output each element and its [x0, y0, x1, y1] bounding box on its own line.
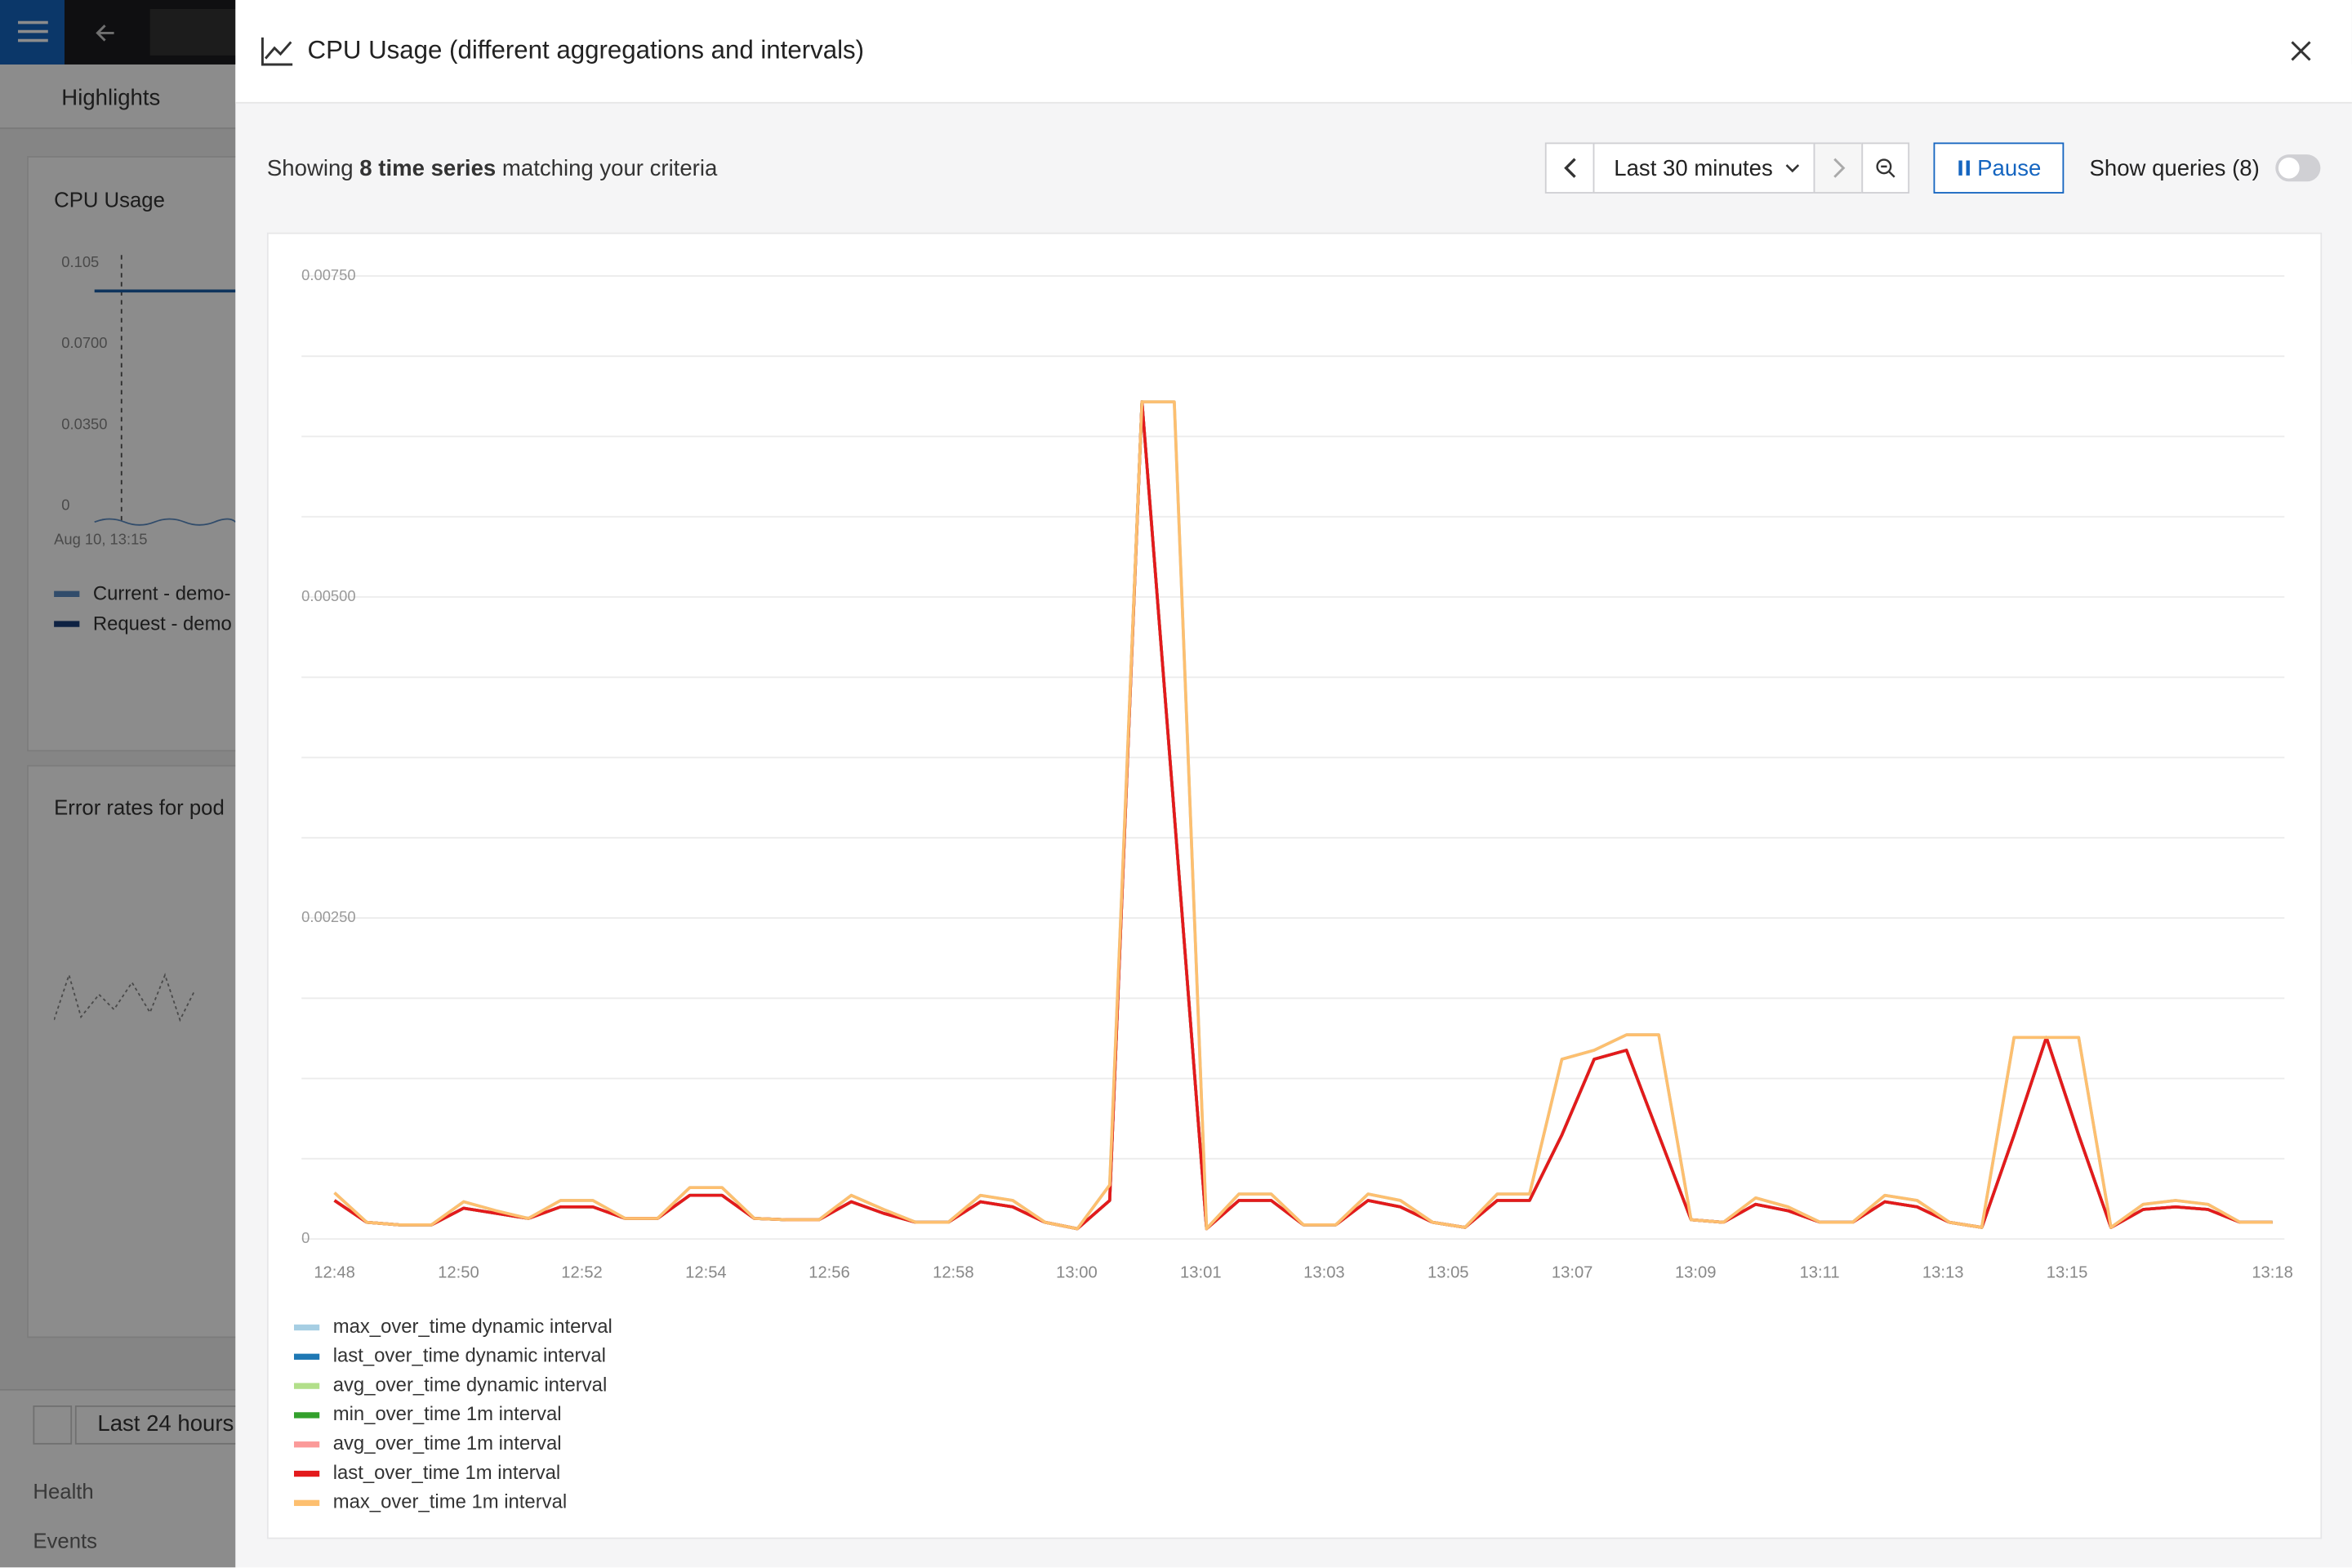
x-tick-label: 13:07 — [1552, 1264, 1593, 1282]
modal: CPU Usage (different aggregations and in… — [235, 0, 2352, 1568]
modal-title: CPU Usage (different aggregations and in… — [307, 36, 865, 65]
pause-label: Pause — [1977, 155, 2042, 181]
tick: 0.105 — [61, 255, 100, 272]
app-tab[interactable] — [149, 9, 240, 56]
x-tick-label: 12:58 — [933, 1264, 974, 1282]
x-tick-label: 12:56 — [808, 1264, 850, 1282]
summary-prefix: Showing — [266, 156, 354, 182]
legend-swatch — [293, 1324, 320, 1331]
x-tick-label: 13:00 — [1056, 1264, 1098, 1282]
legend-label: avg_over_time 1m interval — [333, 1432, 562, 1454]
mini-chart — [54, 972, 196, 1022]
x-tick-label: 13:03 — [1303, 1264, 1345, 1282]
prev-button[interactable] — [33, 1405, 73, 1445]
legend-label: avg_over_time dynamic interval — [333, 1374, 608, 1396]
back-icon[interactable] — [90, 18, 120, 48]
x-tick-label: 13:09 — [1675, 1264, 1717, 1282]
x-tick-label: 12:52 — [561, 1264, 603, 1282]
x-tick-label: 13:18 — [2252, 1264, 2293, 1282]
series-line — [333, 400, 2273, 1231]
footer — [0, 1388, 236, 1568]
summary-suffix: matching your criteria — [501, 156, 718, 182]
legend-swatch — [54, 621, 80, 627]
x-tick-label: 12:50 — [438, 1264, 479, 1282]
card-title: Error rates for pod — [54, 795, 225, 819]
show-queries-label: Show queries (8) — [2089, 156, 2260, 182]
pause-button[interactable]: Pause — [1933, 142, 2065, 194]
time-range-picker[interactable]: Last 30 minutes — [1592, 142, 1815, 194]
series-line — [333, 400, 2273, 1231]
tick: 0.0700 — [61, 336, 108, 353]
tick: 0 — [61, 497, 70, 514]
x-tick-label: 13:01 — [1180, 1264, 1222, 1282]
legend-swatch — [54, 590, 80, 598]
legend-label: last_over_time 1m interval — [333, 1462, 560, 1484]
legend-swatch — [293, 1470, 320, 1477]
chart-icon — [261, 37, 293, 66]
x-tick-label: 13:11 — [1800, 1264, 1840, 1282]
card — [27, 156, 256, 752]
tab-bar — [0, 64, 236, 129]
x-tick-label: 12:48 — [314, 1264, 355, 1282]
legend-swatch — [293, 1412, 320, 1419]
legend-label: Request - demo — [92, 612, 232, 635]
date: Aug 10, 13:15 — [54, 532, 148, 550]
series-line — [333, 400, 2273, 1231]
prev-range[interactable] — [1544, 142, 1595, 194]
legend-swatch — [293, 1441, 320, 1448]
time-range-label: Last 30 minutes — [1614, 155, 1773, 181]
card — [27, 764, 256, 1339]
summary: Showing 8 time series matching your crit… — [267, 156, 717, 181]
x-tick-label: 13:15 — [2047, 1264, 2088, 1282]
series-line — [333, 400, 2273, 1231]
legend-label: Current - demo- — [92, 581, 231, 605]
mini-chart — [94, 255, 236, 526]
series-line — [333, 400, 2273, 1231]
health-label: Health — [33, 1478, 94, 1503]
time-range-label: Last 24 hours — [97, 1411, 234, 1437]
events-label: Events — [33, 1528, 98, 1552]
legend-swatch — [293, 1383, 320, 1389]
x-tick-label: 13:05 — [1428, 1264, 1469, 1282]
chart-card — [266, 232, 2323, 1539]
zoom-out[interactable] — [1861, 142, 1910, 194]
y-tick-label: 0.00250 — [301, 908, 355, 925]
toggle[interactable] — [2275, 154, 2321, 182]
y-tick-label: 0 — [301, 1229, 310, 1246]
x-tick-label: 12:54 — [685, 1264, 727, 1282]
legend-label: max_over_time dynamic interval — [333, 1316, 612, 1338]
card-title: CPU Usage — [54, 187, 165, 212]
menu-icon — [18, 20, 48, 42]
legend-label: max_over_time 1m interval — [333, 1491, 567, 1513]
legend-label: min_over_time 1m interval — [333, 1403, 562, 1425]
modal-header: CPU Usage (different aggregations and in… — [235, 0, 2352, 104]
y-tick-label: 0.00500 — [301, 587, 355, 604]
legend-swatch — [293, 1499, 320, 1507]
x-tick-label: 13:13 — [1922, 1264, 1964, 1282]
overlay — [0, 0, 236, 1568]
summary-count: 8 time series — [359, 156, 497, 182]
series-line — [333, 400, 2273, 1231]
legend-swatch — [293, 1353, 320, 1360]
menu-button[interactable] — [0, 0, 65, 65]
series-line — [333, 400, 2273, 1231]
close-button[interactable] — [2289, 39, 2313, 63]
legend-label: last_over_time dynamic interval — [333, 1345, 606, 1367]
tick: 0.0350 — [61, 416, 108, 434]
y-tick-label: 0.00750 — [301, 266, 355, 283]
tab-highlights[interactable]: Highlights — [61, 85, 161, 111]
